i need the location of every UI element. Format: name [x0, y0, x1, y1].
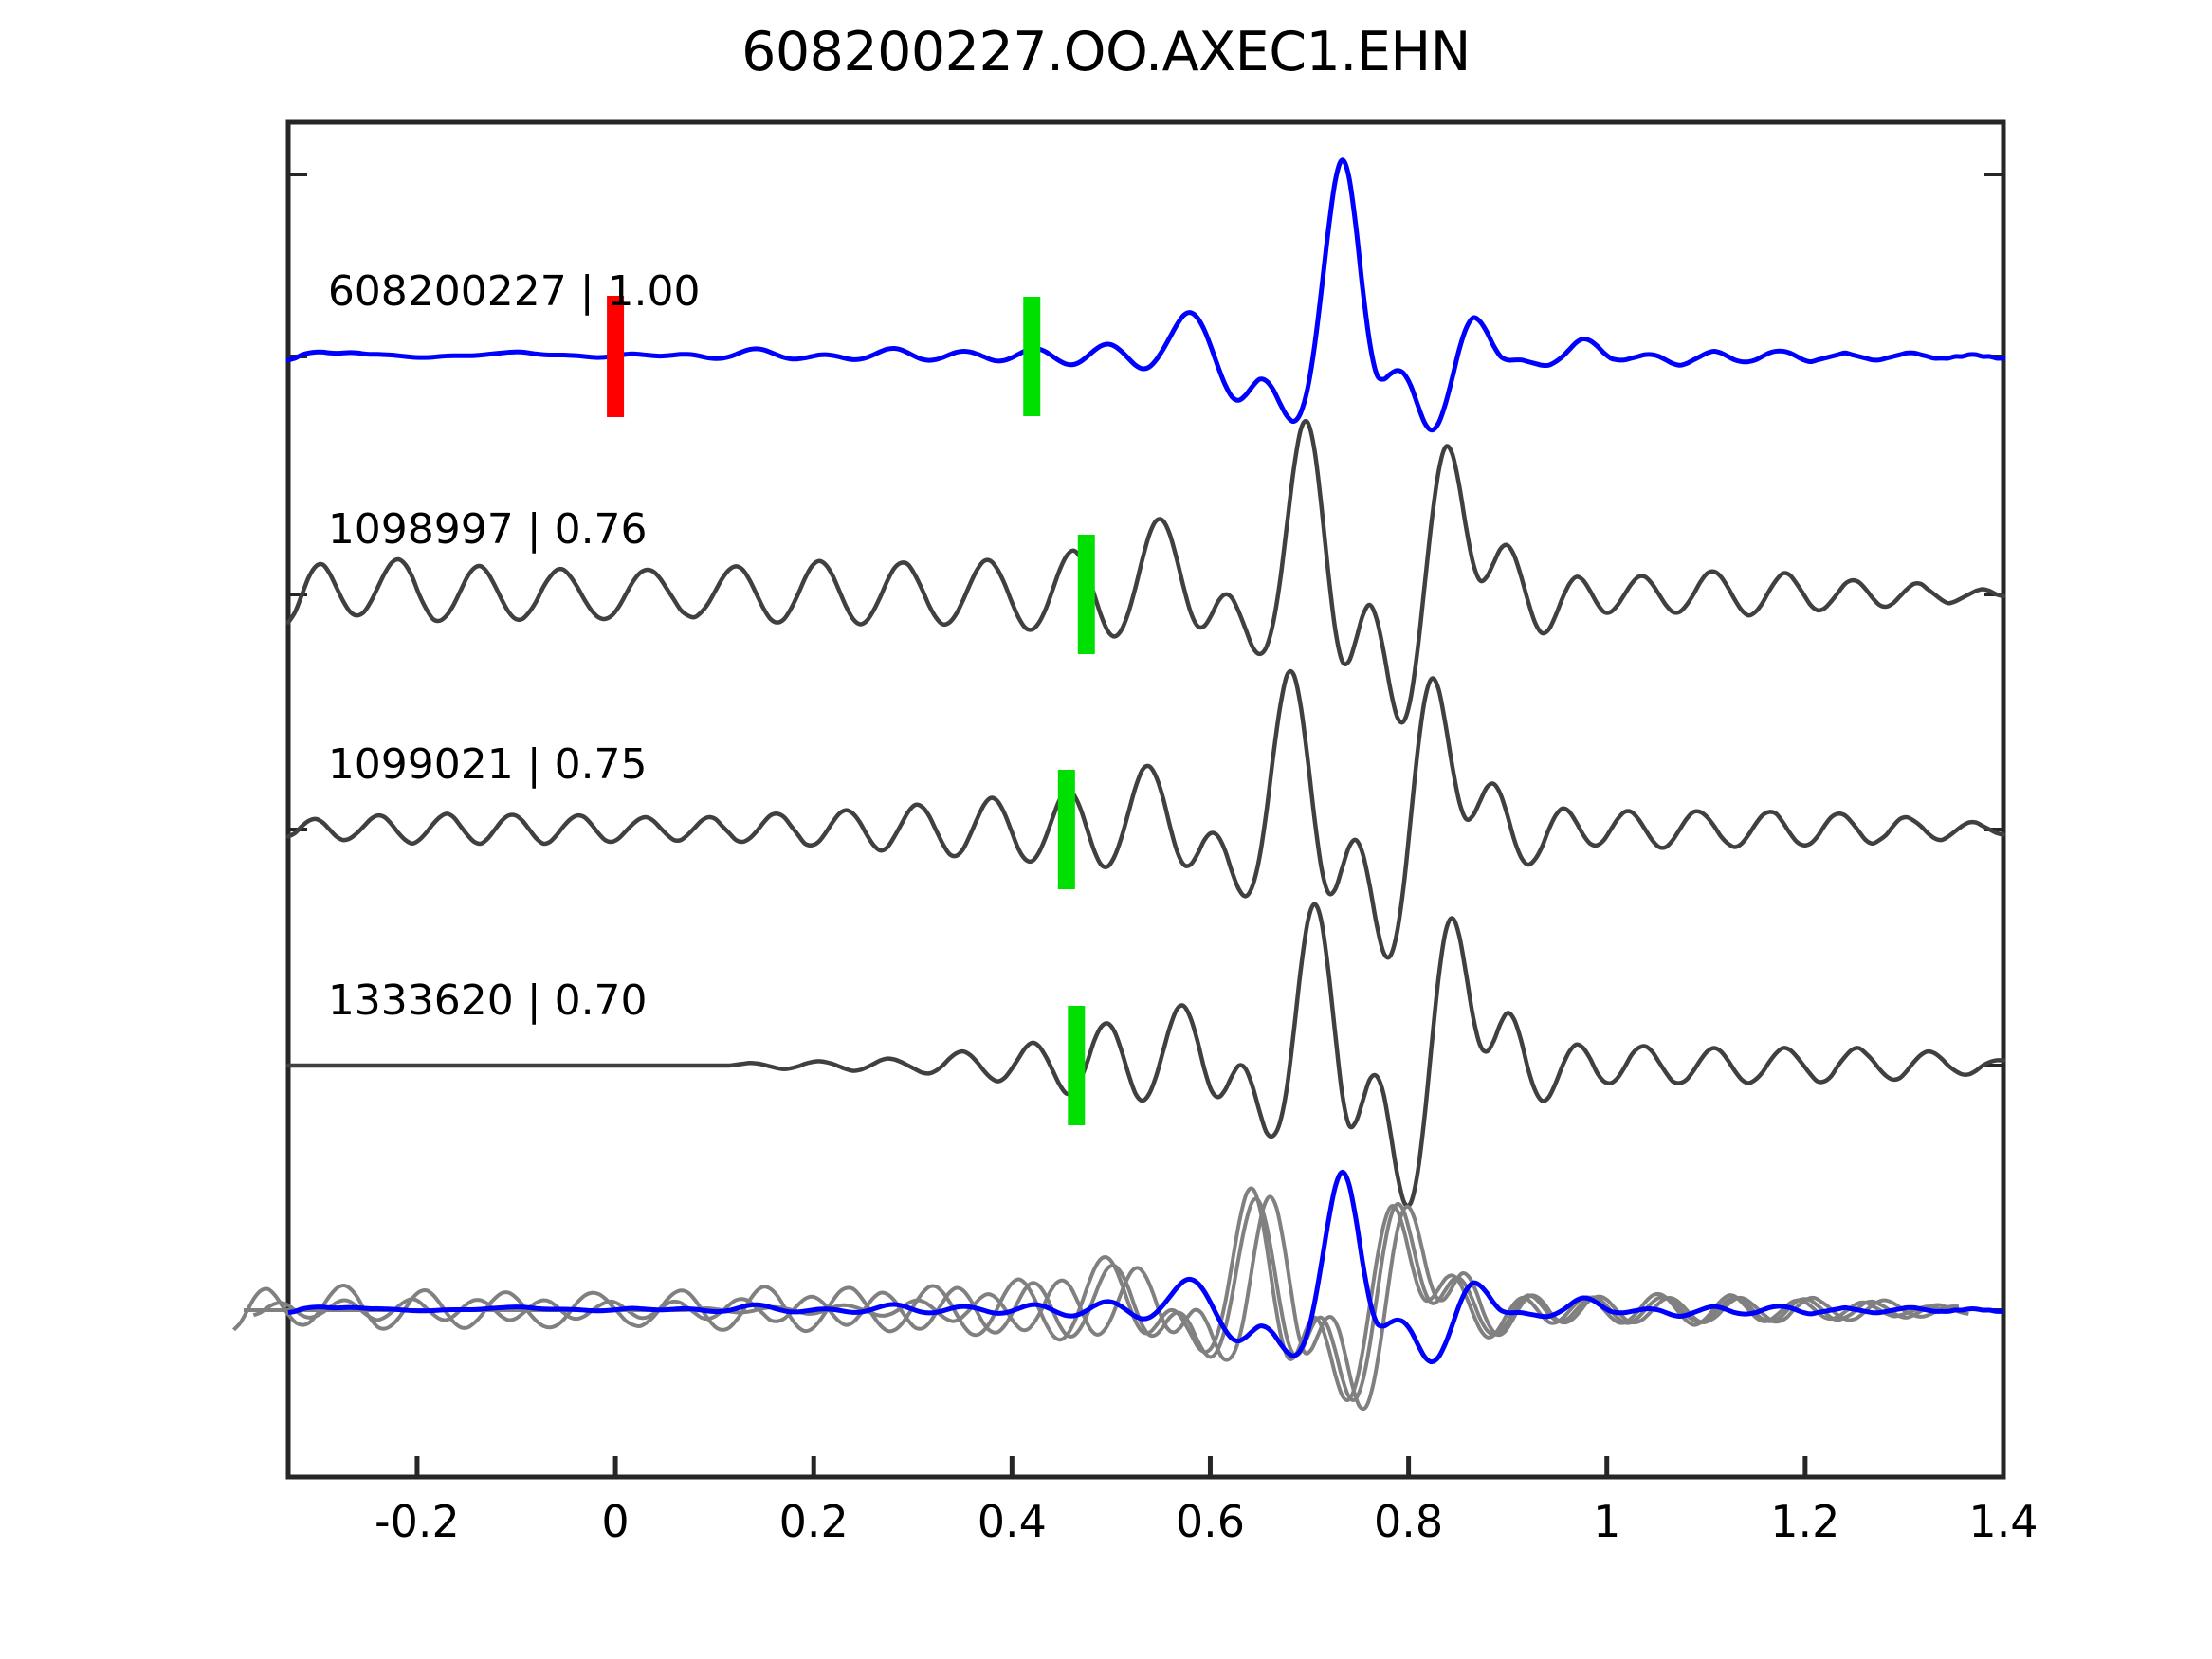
x-tick-label: 0.4: [978, 1496, 1047, 1547]
stack-member-trace: [243, 1194, 1959, 1412]
trace-group: [285, 157, 2006, 1209]
trace-label: 608200227 | 1.00: [328, 267, 701, 316]
trace-label-group: 608200227 | 1.00 1098997 | 0.76 1099021 | …: [328, 267, 701, 1025]
pick-marker-group: [607, 296, 1095, 1125]
x-tick-labels: -0.2 0 0.2 0.4 0.6 0.8 1 1.2 1.4: [375, 1496, 2038, 1547]
stack-member-trace: [232, 1186, 1949, 1402]
plot-frame: [285, 119, 2006, 1480]
waveform-trace: [285, 902, 2006, 1209]
x-tick-label: 0: [601, 1496, 629, 1547]
waveform-trace: [285, 418, 2006, 725]
origin-pick-marker: [607, 296, 625, 417]
x-tick-label: 1.2: [1770, 1496, 1839, 1547]
waveform-trace: [285, 668, 2006, 960]
stack-overlay-panel: [232, 1169, 2004, 1412]
waveform-trace: [285, 157, 2006, 433]
x-tick-label: 1: [1593, 1496, 1620, 1547]
trace-label: 1333620 | 0.70: [328, 976, 648, 1025]
phase-pick-marker: [1077, 535, 1095, 654]
x-tick-label: 0.2: [779, 1496, 849, 1547]
page-title: 608200227.OO.AXEC1.EHN: [741, 21, 1471, 83]
trace-label: 1098997 | 0.76: [328, 505, 648, 554]
phase-pick-marker: [1068, 1006, 1086, 1125]
phase-pick-marker: [1057, 770, 1075, 889]
phase-pick-marker: [1023, 297, 1041, 416]
stack-template-trace: [287, 1169, 2004, 1365]
x-tick-label: 0.6: [1176, 1496, 1245, 1547]
x-tick-label: 0.8: [1374, 1496, 1443, 1547]
x-tick-label: -0.2: [375, 1496, 460, 1547]
trace-label: 1099021 | 0.75: [328, 740, 648, 789]
x-tick-label: 1.4: [1968, 1496, 2038, 1547]
stack-member-trace: [252, 1196, 1969, 1402]
